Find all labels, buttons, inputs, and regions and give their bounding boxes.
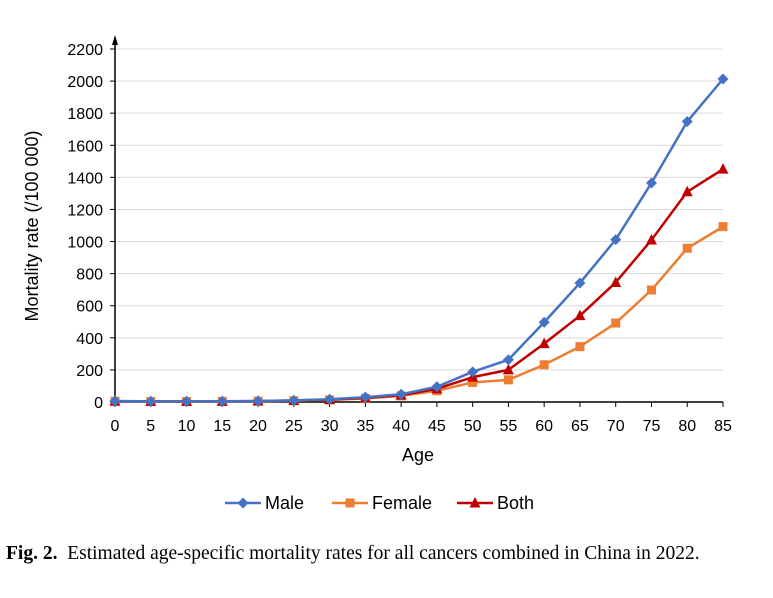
- y-axis: 0 200 400 600 800 1000 1200 1400 1600 1800 2000 220…: [67, 35, 118, 412]
- point-male-20: [252, 395, 264, 407]
- x-tick-label-30: 30: [321, 418, 339, 435]
- x-tick-label-45: 45: [428, 418, 446, 435]
- x-tick-label-65: 65: [571, 418, 589, 435]
- point-male-50: [467, 366, 479, 378]
- x-tick-label-60: 60: [535, 418, 553, 435]
- y-tick-label-600: 600: [76, 299, 103, 316]
- legend-item-both: Both: [457, 493, 534, 513]
- x-tick-label-75: 75: [643, 418, 661, 435]
- point-male-55: [502, 354, 514, 366]
- y-tick-label-1600: 1600: [67, 138, 103, 155]
- x-tick-label-80: 80: [678, 418, 696, 435]
- figure-label: Fig. 2.: [6, 543, 58, 564]
- point-both-85: [717, 163, 729, 174]
- point-female-50: [468, 377, 478, 387]
- legend-marker-male: [237, 497, 249, 509]
- gridlines: [115, 48, 723, 371]
- x-tick-label-25: 25: [285, 418, 303, 435]
- point-male-35: [359, 391, 371, 403]
- point-both-60: [538, 337, 550, 349]
- legend-label-male: Male: [265, 493, 304, 513]
- point-both-70: [610, 276, 622, 287]
- legend: Male Female Both: [225, 493, 534, 513]
- point-male-10: [181, 395, 193, 407]
- x-axis: 0 5 10 15 20 25 30 35 40 45 50 55 60 65 70 75 80 85: [111, 401, 732, 435]
- y-tick-label-0: 0: [94, 395, 103, 412]
- x-axis-title: Age: [402, 445, 434, 465]
- figure-caption: Fig. 2. Estimated age-specific mortality…: [6, 540, 766, 567]
- series-line-male: [114, 78, 724, 403]
- point-both-65: [574, 309, 586, 321]
- point-both-80: [681, 185, 693, 197]
- x-tick-label-35: 35: [356, 418, 374, 435]
- series-layer: [109, 73, 729, 407]
- x-tick-label-70: 70: [607, 418, 625, 435]
- point-male-65: [574, 277, 586, 289]
- legend-marker-female: [345, 498, 355, 508]
- y-tick-label-1400: 1400: [67, 170, 103, 187]
- point-male-45: [431, 381, 443, 393]
- series-line-female: [114, 225, 724, 403]
- y-tick-label-800: 800: [76, 267, 103, 284]
- point-male-80: [681, 116, 693, 128]
- y-tick-label-2000: 2000: [67, 74, 103, 91]
- x-tick-label-15: 15: [213, 418, 231, 435]
- legend-item-male: Male: [225, 493, 304, 513]
- y-tick-label-400: 400: [76, 331, 103, 348]
- y-axis-title: Mortality rate (/100 000): [22, 130, 42, 321]
- y-axis-arrow: [112, 35, 118, 45]
- legend-item-female: Female: [332, 493, 432, 513]
- point-male-70: [610, 234, 622, 246]
- point-male-40: [395, 388, 407, 400]
- point-male-15: [216, 395, 228, 407]
- y-tick-label-1000: 1000: [67, 235, 103, 252]
- y-tick-label-2200: 2200: [67, 42, 103, 59]
- point-female-60: [539, 360, 549, 370]
- series-line-both: [114, 168, 724, 403]
- point-male-0: [109, 395, 121, 407]
- x-tick-label-40: 40: [392, 418, 410, 435]
- x-tick-label-20: 20: [249, 418, 267, 435]
- point-female-65: [575, 342, 585, 352]
- x-tick-label-50: 50: [464, 418, 482, 435]
- x-tick-label-55: 55: [500, 418, 518, 435]
- point-male-5: [145, 395, 157, 407]
- y-tick-label-1800: 1800: [67, 106, 103, 123]
- point-female-85: [718, 222, 728, 232]
- point-male-60: [538, 316, 550, 328]
- x-tick-label-10: 10: [178, 418, 196, 435]
- y-tick-label-200: 200: [76, 363, 103, 380]
- legend-marker-both: [469, 497, 481, 508]
- point-both-55: [502, 363, 514, 375]
- series-male: [109, 73, 729, 407]
- series-female: [110, 222, 728, 407]
- point-male-30: [324, 393, 336, 405]
- point-male-25: [288, 394, 300, 406]
- x-tick-label-85: 85: [714, 418, 732, 435]
- point-female-80: [682, 243, 692, 253]
- point-male-75: [645, 177, 657, 189]
- legend-label-both: Both: [497, 493, 534, 513]
- point-female-55: [503, 375, 513, 385]
- y-tick-label-1200: 1200: [67, 202, 103, 219]
- figure-caption-text: Estimated age-specific mortality rates f…: [67, 543, 700, 564]
- point-female-75: [646, 285, 656, 295]
- line-chart: 0200400600800100012001400160018002000220…: [22, 35, 732, 513]
- legend-label-female: Female: [372, 493, 432, 513]
- point-both-75: [645, 233, 657, 245]
- point-male-85: [717, 73, 729, 85]
- x-tick-label-5: 5: [146, 418, 155, 435]
- point-female-70: [611, 318, 621, 328]
- x-tick-label-0: 0: [111, 418, 120, 435]
